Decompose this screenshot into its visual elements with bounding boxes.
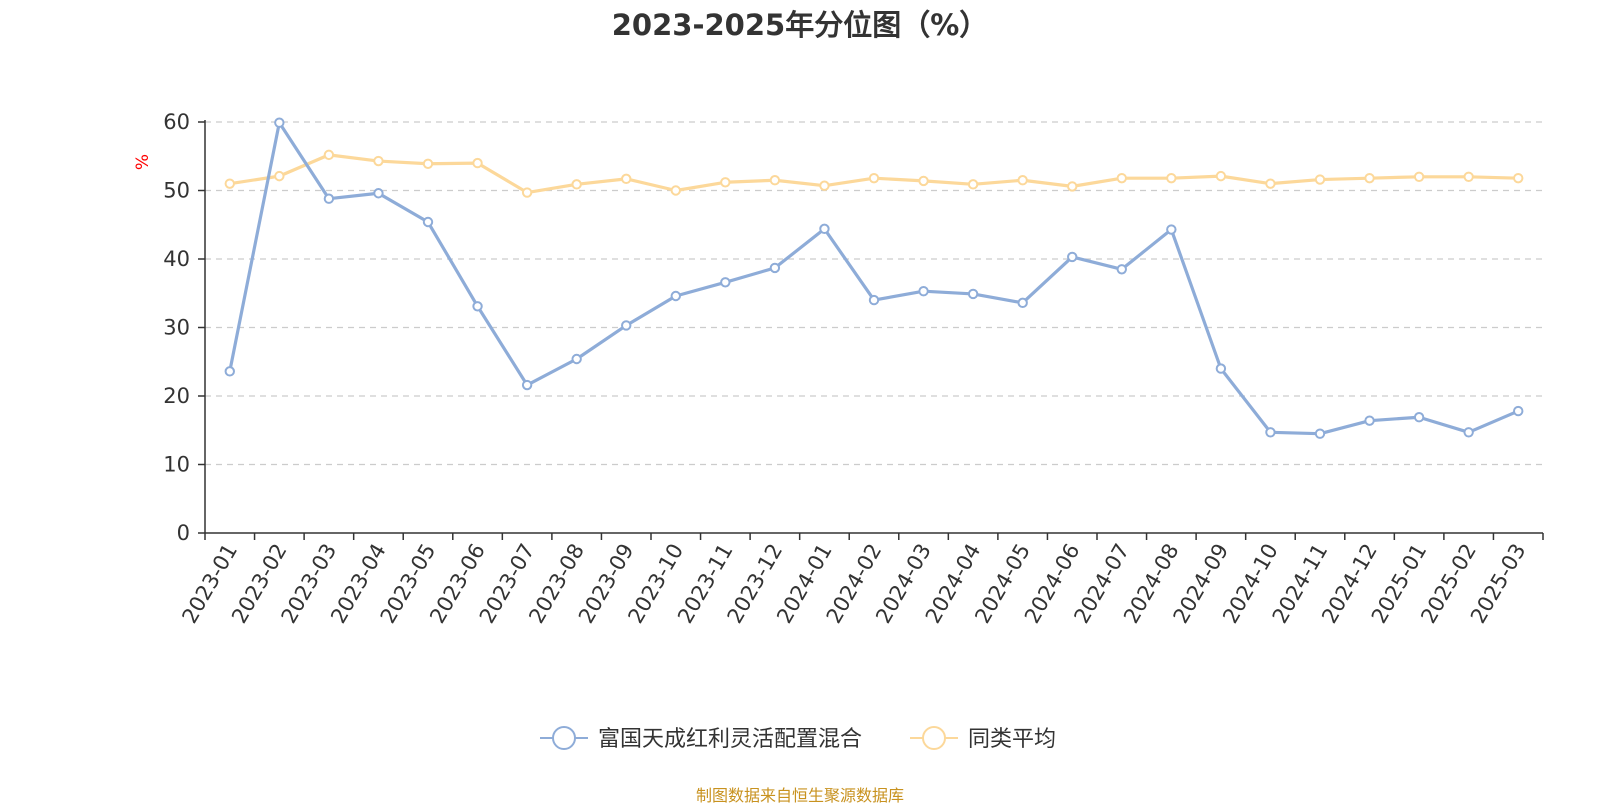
data-point[interactable] — [521, 187, 533, 198]
y-tick-label: 30 — [163, 316, 190, 340]
data-point[interactable] — [1364, 172, 1375, 184]
legend-label: 同类平均 — [968, 727, 1056, 752]
data-point[interactable] — [1067, 251, 1078, 263]
series-lines — [224, 117, 1524, 439]
data-point[interactable] — [274, 170, 285, 182]
data-point[interactable] — [1413, 412, 1425, 423]
data-point[interactable] — [521, 379, 533, 391]
data-point[interactable] — [1364, 415, 1375, 426]
data-point[interactable] — [1067, 181, 1078, 192]
y-tick-label: 0 — [177, 521, 190, 545]
data-point[interactable] — [571, 353, 582, 365]
data-point[interactable] — [868, 172, 880, 184]
grid-lines — [205, 121, 1543, 466]
data-point[interactable] — [571, 179, 582, 190]
data-point[interactable] — [422, 158, 434, 169]
data-point[interactable] — [224, 178, 235, 189]
data-point[interactable] — [1513, 172, 1524, 184]
data-point[interactable] — [621, 173, 632, 185]
data-point[interactable] — [472, 301, 483, 312]
y-tick-label: 10 — [163, 453, 190, 477]
legend[interactable]: 富国天成红利灵活配置混合 同类平均 — [540, 726, 1056, 752]
data-point[interactable] — [967, 179, 979, 190]
y-tick-label: 60 — [163, 110, 190, 134]
data-point[interactable] — [1215, 363, 1227, 374]
data-source-note: 制图数据来自恒生聚源数据库 — [695, 786, 904, 805]
data-point[interactable] — [1265, 178, 1276, 189]
data-point[interactable] — [1265, 427, 1276, 438]
data-point[interactable] — [1116, 264, 1127, 275]
data-point[interactable] — [819, 223, 830, 235]
data-point[interactable] — [918, 285, 929, 297]
data-point[interactable] — [1513, 405, 1524, 417]
data-point[interactable] — [323, 193, 335, 204]
data-point[interactable] — [621, 320, 632, 331]
y-tick-label: 40 — [163, 247, 190, 271]
data-point[interactable] — [1166, 172, 1177, 184]
legend-item-1[interactable]: 同类平均 — [910, 726, 1056, 752]
legend-label: 富国天成红利灵活配置混合 — [598, 727, 862, 752]
data-point[interactable] — [918, 175, 929, 187]
legend-item-0[interactable]: 富国天成红利灵活配置混合 — [540, 726, 862, 752]
y-tick-label: 20 — [163, 384, 190, 408]
data-point[interactable] — [1463, 427, 1474, 438]
data-point[interactable] — [967, 288, 979, 300]
data-point[interactable] — [1166, 224, 1177, 235]
data-point[interactable] — [323, 149, 335, 161]
data-point[interactable] — [1116, 172, 1127, 184]
data-point[interactable] — [769, 262, 781, 274]
data-point[interactable] — [670, 185, 681, 196]
data-point[interactable] — [769, 175, 781, 186]
data-point[interactable] — [1314, 174, 1326, 185]
data-point[interactable] — [819, 180, 830, 191]
data-point[interactable] — [373, 188, 384, 199]
data-point[interactable] — [224, 366, 235, 377]
legend-circle-icon — [922, 726, 946, 750]
data-point[interactable] — [670, 290, 681, 302]
data-point[interactable] — [1017, 297, 1028, 309]
chart-title: 2023-2025年分位图（%） — [611, 8, 989, 42]
data-point[interactable] — [1017, 175, 1028, 186]
data-point[interactable] — [472, 157, 483, 169]
data-point[interactable] — [422, 216, 434, 228]
data-point[interactable] — [1463, 171, 1474, 183]
data-point[interactable] — [1215, 170, 1227, 182]
axes: 0102030405060%2023-012023-022023-032023-… — [133, 110, 1544, 627]
data-point[interactable] — [274, 117, 285, 128]
data-point[interactable] — [720, 277, 731, 288]
y-tick-label: 50 — [163, 179, 190, 203]
data-point[interactable] — [1413, 171, 1425, 183]
data-point[interactable] — [373, 155, 384, 167]
legend-circle-icon — [552, 726, 576, 750]
data-point[interactable] — [720, 177, 731, 188]
y-axis-label: % — [133, 154, 153, 170]
data-point[interactable] — [868, 294, 880, 306]
data-point[interactable] — [1314, 428, 1326, 439]
series-line-0 — [228, 121, 1520, 436]
